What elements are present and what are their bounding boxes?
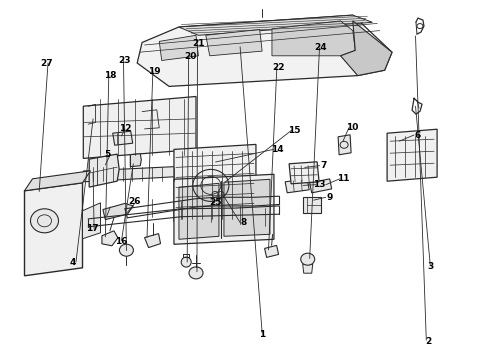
- Polygon shape: [159, 35, 198, 60]
- Polygon shape: [137, 15, 392, 86]
- Polygon shape: [387, 129, 437, 181]
- Text: 10: 10: [345, 123, 358, 132]
- Polygon shape: [206, 195, 222, 207]
- Text: 1: 1: [259, 330, 265, 339]
- Text: 22: 22: [272, 63, 285, 72]
- Polygon shape: [174, 174, 274, 244]
- Polygon shape: [24, 171, 91, 191]
- Ellipse shape: [120, 244, 133, 256]
- Text: 21: 21: [193, 40, 205, 49]
- Polygon shape: [83, 96, 196, 158]
- Ellipse shape: [189, 267, 203, 279]
- Text: 23: 23: [119, 56, 131, 65]
- Polygon shape: [285, 179, 309, 193]
- Text: 26: 26: [128, 197, 141, 206]
- Polygon shape: [303, 264, 313, 273]
- Ellipse shape: [181, 257, 191, 267]
- Text: 19: 19: [148, 67, 161, 76]
- Polygon shape: [206, 30, 262, 56]
- Polygon shape: [224, 179, 270, 236]
- Polygon shape: [145, 234, 161, 248]
- Ellipse shape: [30, 209, 58, 233]
- Polygon shape: [179, 15, 372, 35]
- Text: 27: 27: [40, 59, 53, 68]
- Polygon shape: [102, 231, 118, 246]
- Text: 3: 3: [427, 262, 433, 271]
- Polygon shape: [83, 166, 181, 182]
- Text: 6: 6: [415, 131, 420, 140]
- Text: 12: 12: [119, 125, 131, 134]
- Text: 14: 14: [270, 145, 283, 154]
- Text: 15: 15: [288, 126, 300, 135]
- Polygon shape: [272, 21, 355, 56]
- Polygon shape: [338, 135, 351, 155]
- Polygon shape: [341, 21, 392, 76]
- Text: 18: 18: [104, 71, 117, 80]
- Polygon shape: [89, 154, 119, 187]
- Text: 5: 5: [105, 150, 111, 159]
- Text: 24: 24: [314, 44, 327, 53]
- Polygon shape: [24, 183, 82, 276]
- Text: 9: 9: [326, 193, 333, 202]
- Text: 17: 17: [86, 224, 98, 233]
- Polygon shape: [103, 203, 133, 220]
- Polygon shape: [265, 246, 279, 257]
- Polygon shape: [289, 162, 319, 184]
- Text: 8: 8: [241, 218, 246, 227]
- Text: 4: 4: [69, 258, 76, 266]
- Text: 16: 16: [115, 238, 128, 247]
- Polygon shape: [130, 154, 141, 167]
- Ellipse shape: [301, 253, 315, 265]
- Polygon shape: [206, 184, 230, 204]
- Polygon shape: [113, 131, 133, 145]
- Text: 7: 7: [320, 161, 327, 170]
- Polygon shape: [211, 188, 225, 199]
- Polygon shape: [179, 183, 219, 239]
- Text: 13: 13: [313, 180, 326, 189]
- Text: 2: 2: [426, 338, 432, 346]
- Text: 25: 25: [209, 198, 222, 207]
- Text: 20: 20: [184, 53, 196, 62]
- Polygon shape: [82, 203, 100, 239]
- Polygon shape: [174, 144, 256, 221]
- Polygon shape: [303, 197, 321, 213]
- Text: 11: 11: [337, 175, 349, 184]
- Polygon shape: [310, 179, 332, 193]
